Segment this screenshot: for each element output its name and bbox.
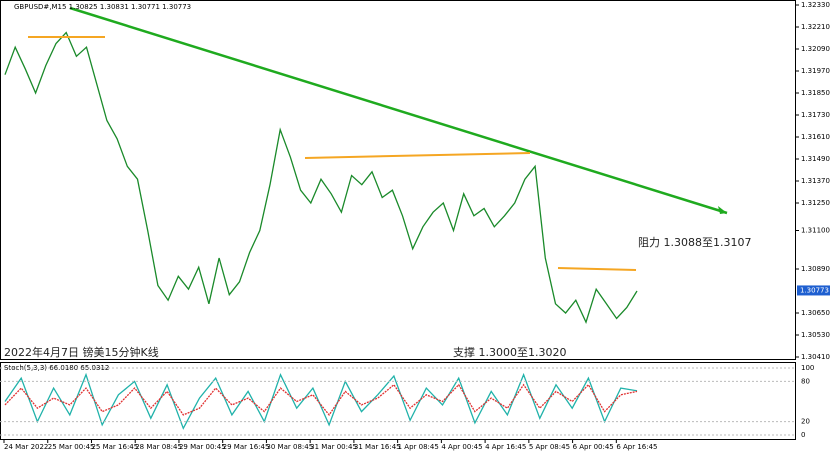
price-box — [797, 285, 830, 296]
annotation: 支撑 1.3000至1.3020 — [453, 345, 566, 359]
y-tick-label: 1.32210 — [801, 23, 830, 31]
y-tick-label: 1.30890 — [801, 265, 830, 273]
y-tick-label: 1.31610 — [801, 133, 830, 141]
series-line — [4, 372, 638, 430]
x-tick-label: 31 Mar 00:45 — [310, 443, 357, 451]
chart-title: GBPUSD#,M15 1.30825 1.30831 1.30771 1.30… — [14, 3, 191, 11]
x-tick-label: 25 Mar 16:45 — [91, 443, 138, 451]
y-tick-label: 1.30410 — [801, 353, 830, 361]
y-tick-label: 1.30650 — [801, 309, 830, 317]
y-tick-label: 1.31970 — [801, 67, 830, 75]
y-tick-label: 1.31730 — [801, 111, 830, 119]
y-tick-label: 0 — [801, 431, 805, 439]
x-tick-label: 28 Mar 08:45 — [135, 443, 182, 451]
y-tick-label: 100 — [801, 364, 814, 372]
y-tick-label: 1.32090 — [801, 45, 830, 53]
y-tick-label: 1.30530 — [801, 331, 830, 339]
indicator-panel — [0, 362, 796, 440]
y-tick-label: 1.31850 — [801, 89, 830, 97]
x-tick-label: 25 Mar 00:45 — [48, 443, 95, 451]
x-tick-label: 31 Mar 16:45 — [354, 443, 401, 451]
level-line — [304, 152, 531, 159]
x-tick-label: 24 Mar 2022 — [4, 443, 48, 451]
y-tick-label: 1.31490 — [801, 155, 830, 163]
price-label: 1.30773 — [800, 286, 829, 294]
x-tick-label: 6 Apr 16:45 — [616, 443, 657, 451]
x-tick-label: 29 Mar 00:45 — [179, 443, 226, 451]
marks — [4, 31, 638, 430]
x-tick-label: 4 Apr 00:45 — [441, 443, 482, 451]
price-panel — [0, 0, 796, 360]
x-tick-label: 30 Mar 08:45 — [266, 443, 313, 451]
x-tick-label: 5 Apr 08:45 — [529, 443, 570, 451]
y-tick-label: 1.31370 — [801, 177, 830, 185]
y-tick-label: 1.32330 — [801, 1, 830, 9]
level-line — [557, 267, 637, 271]
annotation: 2022年4月7日 镑美15分钟K线 — [4, 345, 159, 359]
y-tick-label: 1.31100 — [801, 227, 830, 235]
series-line — [4, 383, 638, 416]
x-tick-label: 6 Apr 00:45 — [573, 443, 614, 451]
annotation: 阻力 1.3088至1.3107 — [638, 236, 751, 249]
x-tick-label: 1 Apr 08:45 — [398, 443, 439, 451]
arrow — [718, 206, 727, 214]
trend-line — [69, 6, 728, 215]
y-tick-label: 1.31250 — [801, 199, 830, 207]
y-tick-label: 20 — [801, 418, 810, 426]
x-tick-label: 29 Mar 16:45 — [223, 443, 270, 451]
y-tick-label: 80 — [801, 377, 810, 385]
x-tick-label: 4 Apr 16:45 — [485, 443, 526, 451]
series-line — [4, 31, 638, 325]
